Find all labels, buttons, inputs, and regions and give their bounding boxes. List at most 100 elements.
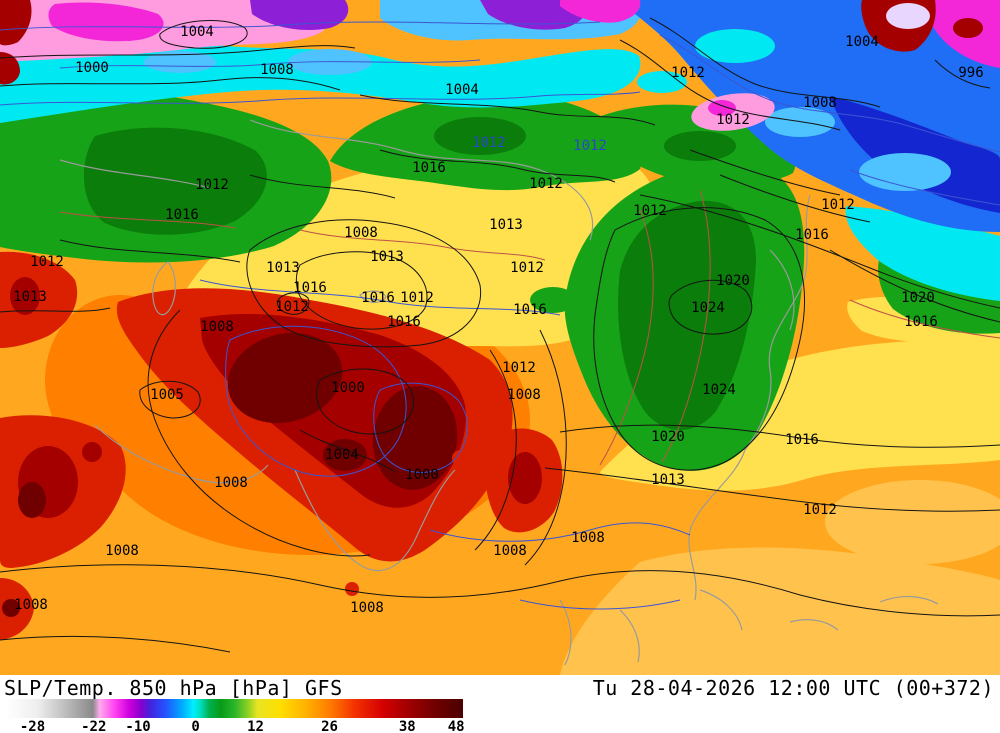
isobar-label: 1004 [325, 447, 359, 463]
pressure-contour [829, 249, 1000, 323]
isobar-label: 1016 [785, 432, 819, 448]
pressure-contour [559, 424, 1000, 448]
pressure-contour [316, 368, 414, 435]
temp-fill-region [508, 452, 542, 504]
temp-fill-region [0, 52, 20, 85]
pressure-contour [299, 429, 396, 473]
isobar-label: 1024 [691, 300, 725, 316]
temp-fill-region [859, 153, 951, 191]
isobar-label: 1012 [716, 112, 750, 128]
colorbar-tick-label: -10 [125, 719, 150, 733]
map-valid-time: Tu 28-04-2026 12:00 UTC (00+372) [592, 676, 994, 700]
temp-contour-red [299, 229, 546, 261]
temp-fill-region [452, 450, 468, 466]
pressure-contour [619, 39, 841, 131]
temp-contour-blue [519, 599, 681, 610]
coastline [619, 609, 640, 663]
colorbar-tick-label: -28 [20, 719, 45, 733]
isobar-label: 1013 [651, 472, 685, 488]
temp-fill-region [845, 206, 1000, 301]
pressure-contour [0, 635, 231, 653]
pressure-contour [59, 239, 241, 263]
temp-fill-region [48, 2, 164, 42]
isobar-label: 1004 [845, 34, 879, 50]
isobar-label: 1020 [716, 273, 750, 289]
isobar-label: 1013 [266, 260, 300, 276]
isobar-labels: 1004 1000 1008 1004 1012 1004 996 1008 1012 1012 1… [13, 24, 984, 616]
isobar-label: 1012 [195, 177, 229, 193]
pressure-contour [359, 94, 656, 126]
coastline [559, 599, 572, 666]
pressure-contour [0, 564, 1000, 617]
temp-contour-blue [0, 21, 601, 31]
coastline [152, 261, 177, 316]
isobar-label: 1016 [513, 302, 547, 318]
pressure-contour [249, 174, 396, 199]
map-canvas: 1004 1000 1008 1004 1012 1004 996 1008 1012 1012 1… [0, 0, 1000, 675]
isobar-label: 1012 [803, 502, 837, 518]
coastline [59, 159, 211, 189]
coastline [94, 424, 269, 484]
pressure-contour [295, 251, 428, 330]
isobar-label: 1012 [30, 254, 64, 270]
temp-fill-region [708, 100, 736, 116]
temp-contour-blue [225, 325, 407, 477]
pressure-contour [649, 17, 881, 108]
pressure-contour [246, 219, 482, 348]
isobar-label: 1016 [412, 160, 446, 176]
isobar-label: 1012 [400, 290, 434, 306]
temp-contour-red [661, 189, 711, 463]
isobar-label: 1012 [529, 176, 563, 192]
title-bar: SLP/Temp. 850 hPa [hPa] GFS Tu 28-04-202… [0, 675, 1000, 700]
isobar-label: 1008 [803, 95, 837, 111]
isobar-label: 1004 [180, 24, 214, 40]
temp-contour-blue [0, 91, 641, 106]
temp-fill-region [372, 386, 458, 490]
temp-fill-region [664, 131, 736, 161]
isobar-label: 1008 [571, 530, 605, 546]
temp-fill-region [0, 0, 32, 46]
temp-fill-region [227, 332, 343, 424]
pressure-contour [934, 59, 991, 89]
temp-fill-region [618, 200, 756, 431]
isobar-label: 1008 [105, 543, 139, 559]
isobar-label: 1016 [387, 314, 421, 330]
isobar-label: 1020 [901, 290, 935, 306]
temp-contour-blue [849, 169, 1000, 206]
coastline [769, 249, 795, 331]
isobar-label: 1008 [260, 62, 294, 78]
temp-fill-region [18, 482, 46, 518]
isobar-label: 1016 [795, 227, 829, 243]
colorbar-tick-label: 12 [247, 719, 264, 733]
footer: SLP/Temp. 850 hPa [hPa] GFS Tu 28-04-202… [0, 675, 1000, 733]
pressure-contour [474, 349, 517, 551]
pressure-contour [544, 467, 1000, 512]
coastline [294, 469, 456, 572]
isobar-label: 1013 [489, 217, 523, 233]
temp-fill-region [323, 439, 367, 471]
temp-fill-region [2, 599, 20, 617]
isobar-label: 1012 [573, 138, 607, 154]
pressure-contour [639, 194, 1000, 309]
pressure-contour [139, 380, 201, 419]
temp-fill-region [345, 582, 359, 596]
pressure-contour [0, 307, 111, 313]
isobar-label: 1000 [405, 467, 439, 483]
isobar-label: 1016 [361, 290, 395, 306]
colorbar-ticks: -28 -22 -10 0 12 26 38 48 [20, 719, 465, 733]
pressure-contour [524, 329, 567, 566]
colorbar-tick-label: -22 [81, 719, 106, 733]
isobar-label: 1008 [493, 543, 527, 559]
pressure-contour [0, 77, 341, 91]
temp-contour-red [59, 211, 236, 229]
coastline [879, 596, 939, 605]
pressure-contour [379, 149, 616, 183]
temp-fill-region [82, 442, 102, 462]
coastline [789, 619, 839, 631]
pressure-contour [593, 207, 806, 471]
pressure-contour [277, 292, 310, 315]
isobar-label: 1008 [507, 387, 541, 403]
temp-fill-region [467, 467, 477, 477]
isobar-label: 1012 [671, 65, 705, 81]
